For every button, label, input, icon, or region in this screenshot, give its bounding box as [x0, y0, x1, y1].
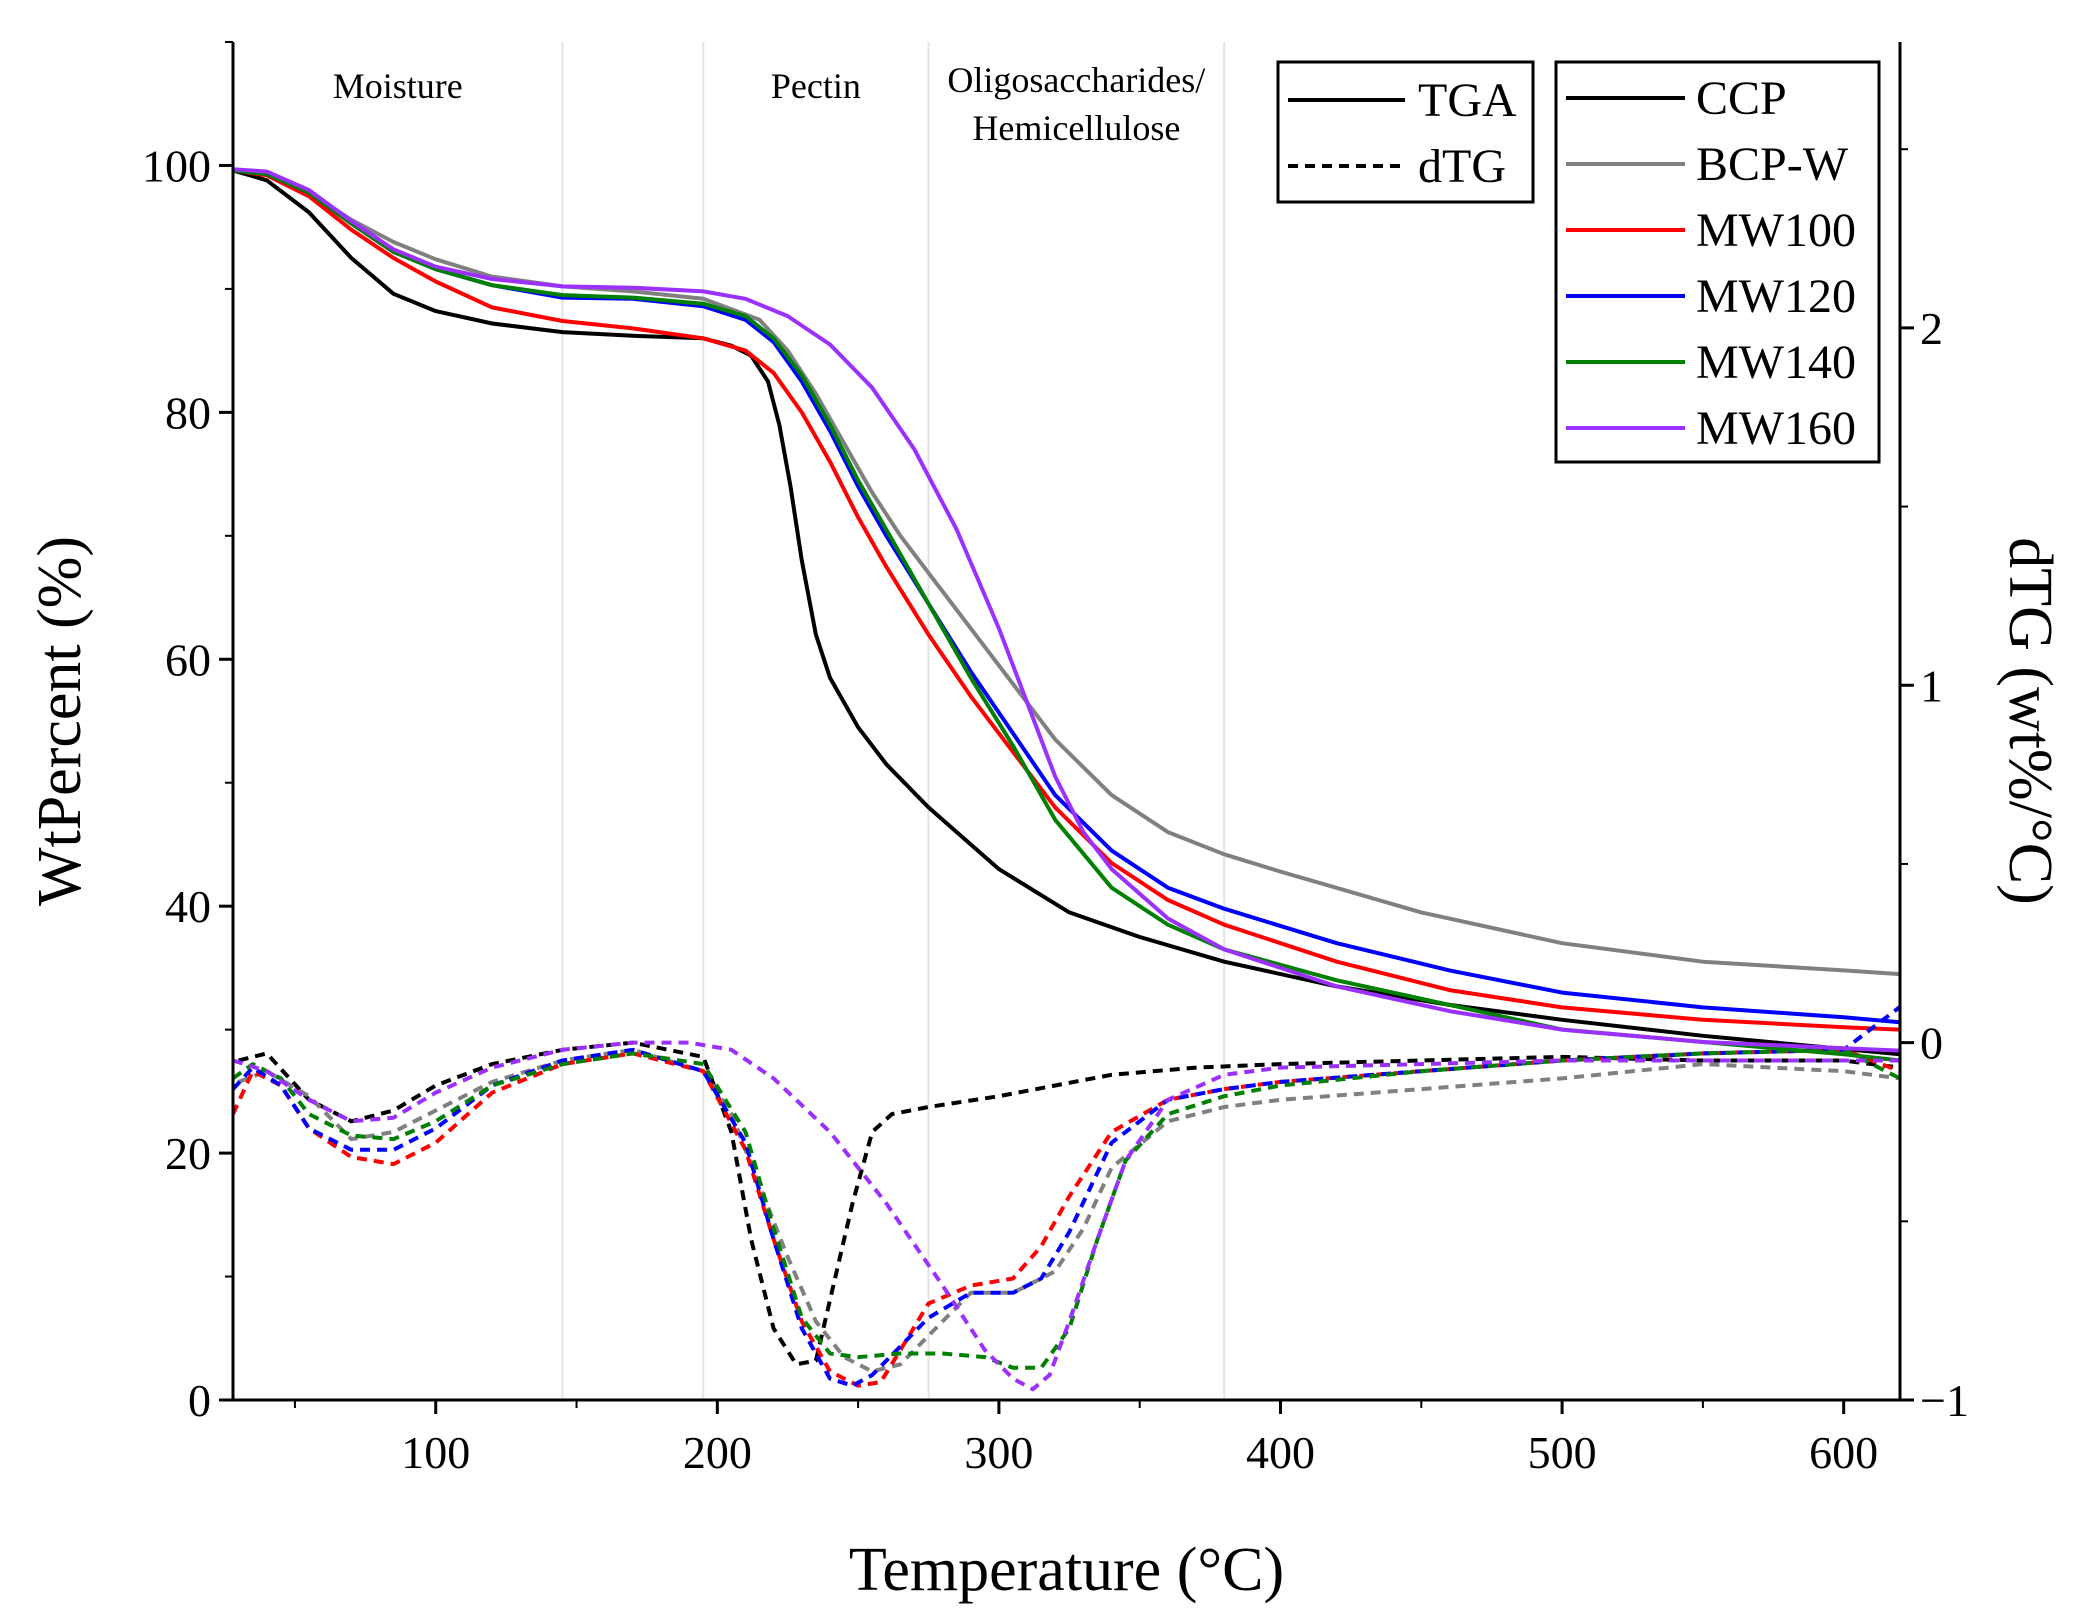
y-tick-label: 40 [165, 881, 211, 932]
legend-label-mw120: MW120 [1696, 270, 1856, 323]
region-label-pectin: Pectin [771, 66, 861, 106]
legend-label-mw140: MW140 [1696, 336, 1856, 389]
legend-label-mw100: MW100 [1696, 204, 1856, 257]
legend-label-mw160: MW160 [1696, 402, 1856, 455]
dtg-line-mw120 [231, 1005, 1902, 1388]
dtg-line-mw140 [231, 1047, 1901, 1370]
x-tick-label: 200 [683, 1427, 752, 1478]
tga-line-mw140 [232, 168, 1901, 1063]
y2-tick-label: 1 [1920, 660, 1943, 711]
tga-line-mw100 [232, 168, 1901, 1032]
tga-line-bcpw [232, 168, 1901, 977]
y2-tick-label: −1 [1920, 1375, 1969, 1426]
x-tick-label: 300 [964, 1427, 1033, 1478]
tga-line-mw160 [232, 167, 1901, 1053]
style-legend-label-dtg: dTG [1418, 140, 1506, 193]
region-label-oligosaccharides: Oligosaccharides/ [947, 60, 1205, 100]
dtg-line-ccp [238, 1040, 1901, 1367]
region-layer [561, 42, 1226, 1400]
y2-axis-title: dTG (wt%/°C) [1996, 537, 2064, 904]
x-tick-label: 100 [401, 1427, 470, 1478]
y-tick-label: 100 [142, 140, 211, 191]
y-tick-label: 80 [165, 387, 211, 438]
legend-label-bcpw: BCP-W [1696, 138, 1849, 191]
y-tick-label: 0 [188, 1375, 211, 1426]
y-tick-label: 20 [165, 1128, 211, 1179]
dtg-line-mw160 [232, 1040, 1900, 1392]
legend-layer: TGA dTG CCP BCP-W MW100 MW120 MW140 MW160 [1276, 60, 1881, 464]
series-layer [231, 167, 1902, 1392]
dtg-line-bcpw [237, 1047, 1901, 1374]
axis-layer: 100 200 300 400 500 600 0 20 40 60 80 100 −1 0 1 2 [142, 41, 1969, 1478]
y2-tick-label: 0 [1920, 1018, 1943, 1069]
series-legend: CCP BCP-W MW100 MW120 MW140 MW160 [1554, 60, 1881, 464]
x-axis-title: Temperature (°C) [849, 1536, 1284, 1604]
region-label-moisture: Moisture [333, 66, 463, 106]
x-tick-label: 500 [1528, 1427, 1597, 1478]
x-tick-label: 600 [1809, 1427, 1878, 1478]
series-legend-box [1554, 60, 1881, 464]
label-layer: Moisture Pectin Oligosaccharides/Hemicellu… [26, 60, 2064, 1604]
y2-tick-label: 2 [1920, 303, 1943, 354]
x-tick-label: 400 [1246, 1427, 1315, 1478]
y-axis-title: WtPercent (%) [26, 536, 94, 906]
style-legend: TGA dTG [1276, 60, 1535, 204]
style-legend-box [1276, 60, 1535, 204]
style-legend-label-tga: TGA [1418, 74, 1517, 127]
region-label-hemicellulose: Hemicellulose [972, 108, 1180, 148]
tga-line-ccp [232, 168, 1901, 1057]
dtg-line-mw100 [231, 1047, 1901, 1388]
legend-label-ccp: CCP [1696, 72, 1787, 125]
y-tick-label: 60 [165, 634, 211, 685]
